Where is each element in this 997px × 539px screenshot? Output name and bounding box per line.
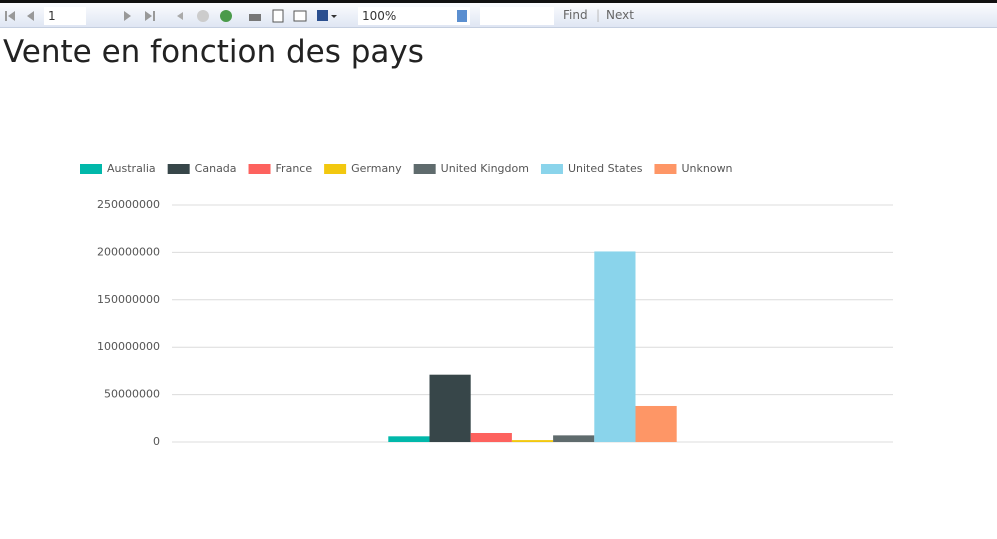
legend-swatch	[167, 164, 190, 174]
legend-swatch	[324, 164, 347, 174]
legend-swatch	[540, 164, 563, 174]
stop[interactable]	[196, 9, 210, 23]
bar	[429, 374, 471, 442]
legend-label: Germany	[351, 162, 402, 175]
y-tick-label: 150000000	[97, 293, 160, 306]
next-page[interactable]	[120, 9, 134, 23]
page-setup[interactable]	[293, 9, 307, 23]
bar	[553, 435, 595, 442]
legend-label: France	[276, 162, 313, 175]
dropdown-arrow[interactable]	[457, 10, 467, 22]
legend-label: Canada	[195, 162, 237, 175]
refresh[interactable]	[219, 9, 233, 23]
last-page[interactable]	[143, 9, 157, 23]
legend-label: United States	[568, 162, 643, 175]
legend-swatch	[413, 164, 436, 174]
legend-label: United Kingdom	[441, 162, 529, 175]
back[interactable]	[174, 9, 188, 23]
legend-swatch	[248, 164, 271, 174]
y-tick-label: 50000000	[104, 388, 160, 401]
layout[interactable]	[271, 9, 285, 23]
zoom-select[interactable]: 100%	[358, 7, 470, 25]
toolbar: 1 100% Find | Next	[0, 0, 997, 28]
legend-label: Australia	[107, 162, 156, 175]
find-link[interactable]: Find	[563, 8, 588, 22]
find-input[interactable]	[480, 7, 554, 25]
legend-swatch	[654, 164, 677, 174]
bar	[511, 440, 554, 442]
separator: |	[596, 8, 601, 22]
y-tick-label: 0	[153, 435, 160, 448]
bar	[635, 405, 677, 442]
y-tick-label: 100000000	[97, 340, 160, 353]
bar	[594, 251, 636, 442]
y-tick-label: 200000000	[97, 245, 160, 258]
y-tick-label: 250000000	[97, 198, 160, 211]
print[interactable]	[248, 9, 262, 23]
bar	[388, 436, 430, 442]
prev-page[interactable]	[24, 9, 38, 23]
zoom-value: 100%	[362, 9, 397, 23]
page-input[interactable]: 1	[44, 7, 86, 25]
legend-label: Unknown	[681, 162, 732, 175]
legend-swatch	[80, 164, 102, 174]
export[interactable]	[316, 9, 338, 23]
report-title: Vente en fonction des pays	[3, 34, 424, 70]
bar	[470, 432, 512, 442]
next-link[interactable]: Next	[606, 8, 634, 22]
first-page[interactable]	[3, 9, 17, 23]
